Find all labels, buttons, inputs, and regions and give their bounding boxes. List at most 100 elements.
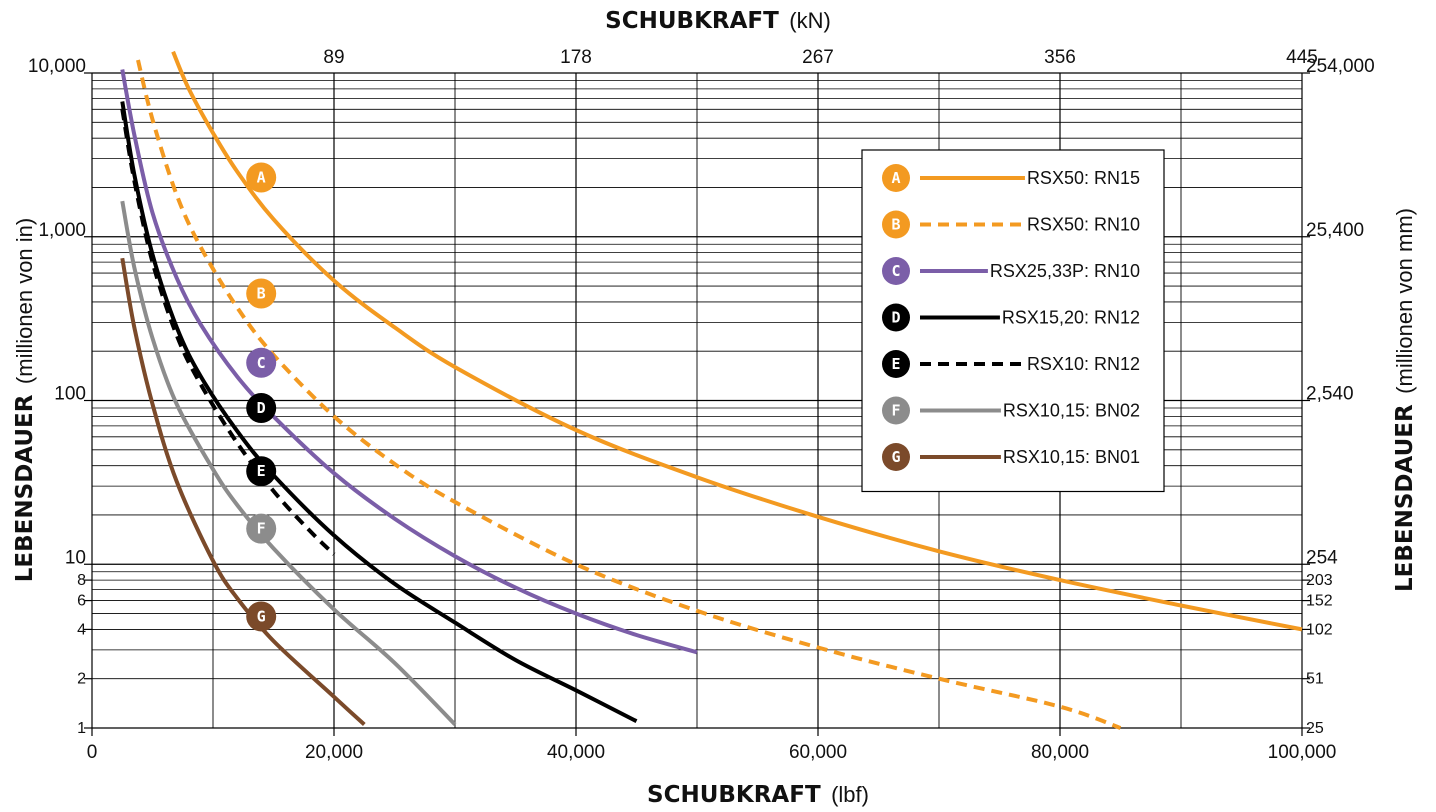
y2-tick-label: 152: [1306, 593, 1333, 610]
x-tick-label: 60,000: [789, 742, 847, 763]
series-line-f: [120, 200, 457, 726]
series-line-g: [120, 257, 366, 726]
legend-marker-letter: C: [891, 262, 900, 280]
legend-label: RSX50: RN15: [1027, 168, 1140, 188]
y2-tick-label: 254,000: [1306, 56, 1375, 77]
legend-item-e: E RSX10: RN12: [882, 350, 1140, 378]
legend-item-g: G RSX10,15: BN01: [882, 443, 1140, 471]
y-tick-label: 8: [77, 572, 86, 589]
legend-marker: [882, 350, 910, 378]
series-marker-letter: G: [257, 607, 266, 625]
legend-marker-letter: A: [891, 169, 900, 187]
y-tick-label: 4: [77, 621, 86, 638]
legend-label: RSX10,15: BN01: [1003, 447, 1140, 467]
y2-tick-label: 2,540: [1306, 384, 1354, 405]
legend-label: RSX25,33P: RN10: [990, 261, 1140, 281]
x-axis-title: SCHUBKRAFT (lbf): [647, 782, 869, 808]
x2-axis-title-bold: SCHUBKRAFT: [605, 8, 779, 34]
series-marker-circle: [246, 347, 277, 378]
legend-label: RSX50: RN10: [1027, 215, 1140, 235]
y-axis-title-unit: (millionen von in): [12, 218, 37, 384]
x-tick-label: 80,000: [1031, 742, 1089, 763]
legend-marker-letter: D: [891, 309, 900, 327]
y-tick-label: 2: [77, 671, 86, 688]
x-axis-title-bold: SCHUBKRAFT: [647, 782, 821, 808]
series-line-d: [120, 101, 638, 723]
y-tick-label: 10: [65, 547, 86, 568]
legend-item-d: D RSX15,20: RN12: [882, 303, 1140, 332]
y-tick-label: 10,000: [28, 56, 86, 77]
x2-tick-label: 445: [1286, 47, 1318, 68]
y2-axis-title: LEBENSDAUER (millionen von mm): [1392, 208, 1418, 592]
y2-tick-label: 203: [1306, 572, 1333, 589]
series-line-a: [171, 50, 1303, 632]
series-marker-circle: [246, 162, 277, 193]
x-tick-label: 100,000: [1268, 742, 1337, 763]
y-tick-label: 100: [54, 384, 86, 405]
x-axis-title-unit: (lbf): [831, 782, 869, 807]
y2-tick-label: 25,400: [1306, 220, 1364, 241]
series-marker-f: F: [246, 513, 277, 544]
legend-marker-letter: E: [891, 355, 900, 373]
legend-marker: [882, 443, 910, 471]
y2-tick-label: 51: [1306, 671, 1324, 688]
legend-marker: [882, 164, 910, 192]
series-marker-e: E: [246, 456, 277, 487]
y-axis-title-bold: LEBENSDAUER: [12, 394, 38, 582]
series-marker-circle: [246, 392, 277, 423]
series-marker-letter: B: [257, 285, 266, 303]
axis-ticks: 0 20,000 40,000 60,000 80,000 100,000 89 178 267…: [28, 47, 1375, 763]
legend-marker: [882, 257, 910, 285]
legend-marker: [882, 396, 910, 425]
y2-tick-label: 254: [1306, 547, 1338, 568]
series-line-e: [120, 108, 336, 556]
legend: A RSX50: RN15 B RSX50: RN10 C RSX25,33P: RN10…: [861, 149, 1165, 493]
x2-tick-label: 267: [802, 47, 834, 68]
series-marker-letter: D: [257, 399, 266, 417]
series-marker-letter: E: [257, 462, 266, 480]
y2-tick-label: 25: [1306, 720, 1324, 737]
y-tick-label: 1: [77, 720, 86, 737]
series-marker-a: A: [246, 162, 277, 193]
legend-label: RSX10: RN12: [1027, 354, 1140, 374]
series-marker-letter: C: [257, 354, 266, 372]
y-axis-title: LEBENSDAUER (millionen von in): [12, 218, 38, 582]
series-marker-circle: [246, 456, 277, 487]
y2-tick-label: 102: [1306, 621, 1333, 638]
legend-marker: [882, 303, 910, 332]
x2-tick-label: 356: [1044, 47, 1076, 68]
legend-item-a: A RSX50: RN15: [882, 164, 1140, 192]
legend-item-b: B RSX50: RN10: [882, 210, 1140, 239]
series-line-b: [136, 59, 1122, 730]
x2-tick-label: 89: [323, 47, 344, 68]
series-marker-letter: F: [257, 520, 266, 538]
series-markers: A B C D E F G: [246, 162, 277, 632]
x2-axis-title-unit: (kN): [789, 8, 831, 33]
legend-marker-letter: F: [891, 402, 900, 420]
legend-box: [861, 149, 1165, 493]
legend-marker-letter: B: [891, 216, 900, 234]
legend-marker-letter: G: [891, 448, 900, 466]
series-marker-circle: [246, 513, 277, 544]
series-marker-c: C: [246, 347, 277, 378]
legend-marker: [882, 210, 910, 239]
x2-tick-label: 178: [560, 47, 592, 68]
series-marker-d: D: [246, 392, 277, 423]
series-marker-b: B: [246, 278, 277, 309]
legend-label: RSX10,15: BN02: [1003, 401, 1140, 421]
y2-axis-title-bold: LEBENSDAUER: [1392, 404, 1418, 592]
series-line-c: [120, 69, 698, 655]
series-marker-circle: [246, 278, 277, 309]
y2-axis-title-unit: (millionen von mm): [1392, 208, 1417, 394]
x-tick-label: 40,000: [547, 742, 605, 763]
x2-axis-title: SCHUBKRAFT (kN): [605, 8, 831, 34]
x-tick-label: 0: [87, 742, 98, 763]
legend-label: RSX15,20: RN12: [1002, 308, 1140, 328]
x-tick-label: 20,000: [305, 742, 363, 763]
series-marker-g: G: [246, 601, 277, 632]
series-marker-letter: A: [257, 169, 266, 187]
series-marker-circle: [246, 601, 277, 632]
legend-item-c: C RSX25,33P: RN10: [882, 257, 1140, 285]
legend-item-f: F RSX10,15: BN02: [882, 396, 1140, 425]
